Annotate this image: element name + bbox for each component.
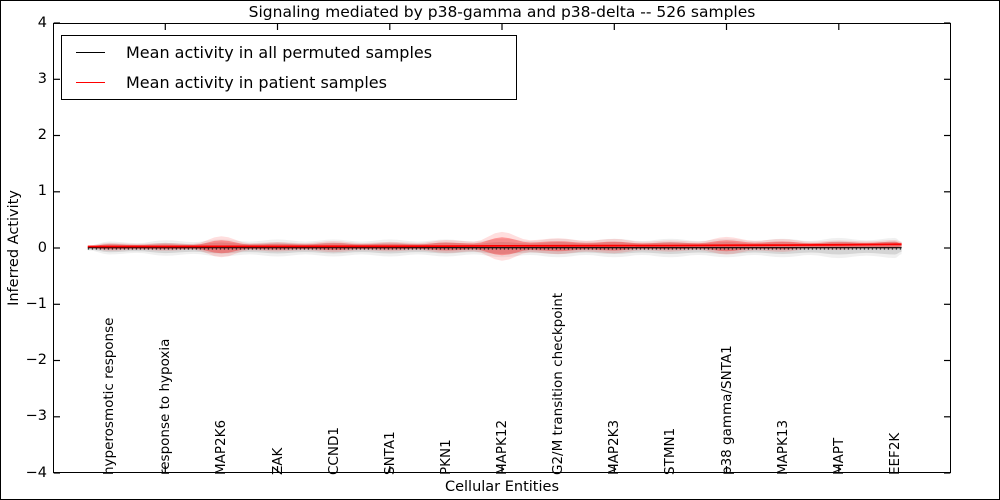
y-tick-label: 0 bbox=[37, 239, 47, 256]
x-category-label-text: MAPK13 bbox=[774, 419, 791, 475]
legend-line-red-icon bbox=[76, 82, 105, 83]
x-category-label: MAP2K6 bbox=[213, 420, 269, 490]
x-category-label-text: SNTA1 bbox=[381, 431, 398, 475]
legend-item-patient: Mean activity in patient samples bbox=[62, 68, 516, 98]
x-category-label: MAPT bbox=[831, 438, 869, 490]
x-axis-title: Cellular Entities bbox=[444, 479, 560, 495]
x-category-label-text: MAPK12 bbox=[494, 419, 510, 475]
x-category-label-text: PKN1 bbox=[437, 439, 454, 475]
x-category-label: SNTA1 bbox=[382, 431, 427, 490]
x-category-label-text: G2/M transition checkpoint bbox=[550, 292, 567, 475]
y-tick-label: −3 bbox=[25, 408, 47, 425]
y-tick-label: −2 bbox=[25, 352, 47, 368]
x-category-label: MAPK13 bbox=[775, 420, 831, 490]
x-category-label: ZAK bbox=[270, 448, 298, 490]
y-tick-label: 2 bbox=[37, 127, 47, 143]
x-category-label: STMN1 bbox=[662, 428, 710, 490]
x-category-label: PKN1 bbox=[438, 439, 475, 490]
x-category-label-text: p38 gamma/SNTA1 bbox=[718, 345, 735, 475]
y-tick-label: 3 bbox=[37, 70, 47, 87]
x-category-label: EEF2K bbox=[887, 433, 930, 490]
x-category-label-text: MAPT bbox=[830, 437, 847, 475]
legend-label: Mean activity in patient samples bbox=[126, 73, 387, 92]
x-category-label-text: EEF2K bbox=[886, 432, 903, 475]
y-tick-label: 4 bbox=[37, 14, 47, 31]
legend-line-black-icon bbox=[76, 52, 105, 53]
x-category-label-text: response to hypoxia bbox=[157, 338, 174, 475]
chart-title: Signaling mediated by p38-gamma and p38-… bbox=[248, 3, 756, 21]
y-tick-label: −1 bbox=[25, 295, 47, 312]
x-category-label-text: STMN1 bbox=[662, 427, 679, 475]
x-category-label-text: hyperosmotic response bbox=[101, 317, 118, 475]
x-category-label-text: CCND1 bbox=[325, 427, 342, 475]
x-category-label-text: MAP2K6 bbox=[213, 419, 230, 475]
x-category-label: CCND1 bbox=[326, 427, 375, 490]
y-tick-label: 1 bbox=[37, 183, 47, 200]
legend-label: Mean activity in all permuted samples bbox=[126, 43, 433, 62]
legend: Mean activity in all permuted samples Me… bbox=[61, 35, 517, 100]
y-tick-label: −4 bbox=[25, 464, 47, 481]
mean-line-patient bbox=[87, 243, 902, 248]
legend-item-permuted: Mean activity in all permuted samples bbox=[62, 38, 516, 68]
x-category-label-text: ZAK bbox=[269, 447, 286, 475]
x-category-label-text: MAP2K3 bbox=[606, 419, 623, 475]
x-category-label: MAPK12 bbox=[494, 420, 550, 490]
x-category-label: MAP2K3 bbox=[606, 420, 662, 490]
